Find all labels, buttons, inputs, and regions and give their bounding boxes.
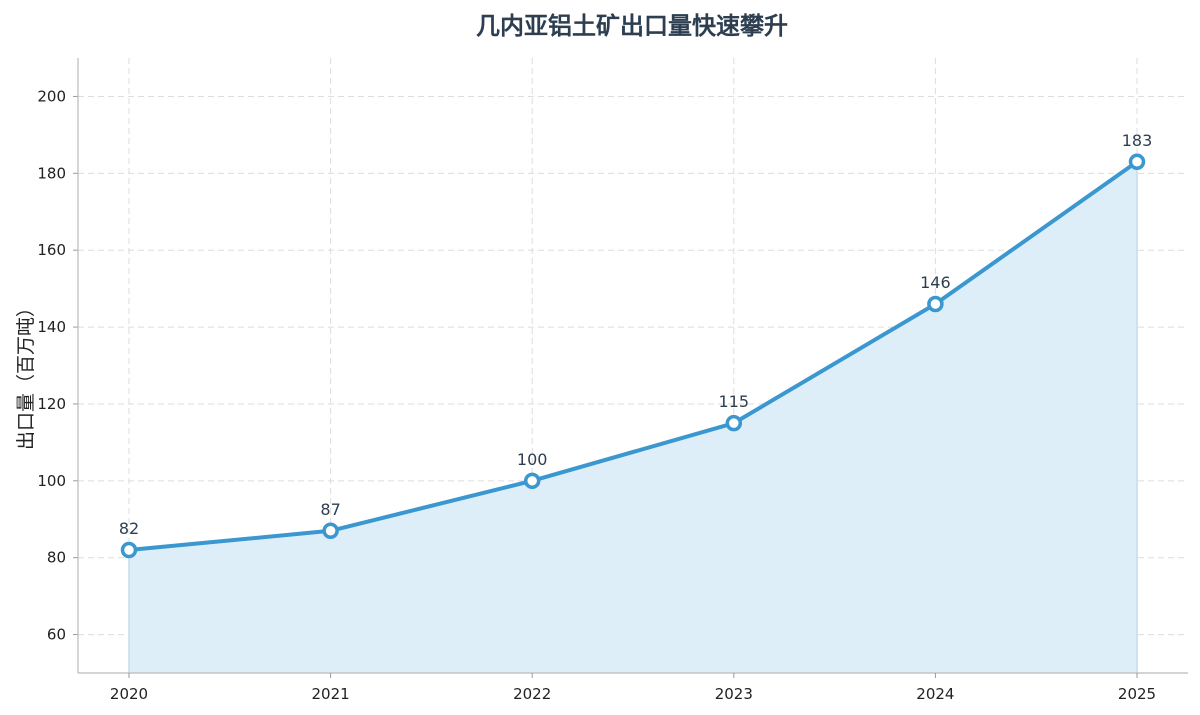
- series-area: [129, 161, 1137, 673]
- label-layer: 82 87 100 115 146 183: [119, 131, 1152, 538]
- area-layer: [128, 161, 1138, 673]
- data-label: 115: [719, 392, 750, 411]
- data-label: 183: [1122, 131, 1153, 150]
- axis-layer: 60 80 100 120 140 160 180 200 2020 2021 2022 2023 20…: [37, 58, 1188, 703]
- y-tick-label: 100: [37, 472, 66, 490]
- y-tick-label: 140: [37, 318, 66, 336]
- data-label: 146: [920, 273, 951, 292]
- data-point[interactable]: [322, 522, 339, 540]
- chart-title: 几内亚铝土矿出口量快速攀升: [476, 12, 788, 40]
- x-tick-label: 2024: [916, 685, 954, 703]
- y-tick-label: 120: [37, 395, 66, 413]
- data-point[interactable]: [523, 472, 541, 490]
- y-tick-label: 60: [47, 626, 66, 644]
- x-tick-label: 2025: [1118, 685, 1156, 703]
- y-tick-label: 160: [37, 241, 66, 259]
- point-layer: [120, 153, 1146, 559]
- y-tick-label: 80: [47, 549, 66, 567]
- data-point[interactable]: [927, 295, 944, 313]
- y-tick-label: 200: [37, 87, 66, 105]
- data-point[interactable]: [725, 414, 743, 432]
- data-point[interactable]: [1128, 153, 1146, 171]
- data-label: 100: [517, 450, 548, 469]
- x-tick-label: 2020: [110, 685, 148, 703]
- line-layer: [127, 159, 1139, 552]
- data-label: 82: [119, 519, 139, 538]
- x-tick-label: 2023: [715, 685, 753, 703]
- data-label: 87: [320, 500, 340, 519]
- y-tick-label: 180: [37, 164, 66, 182]
- y-axis-label: 出口量（百万吨）: [15, 298, 37, 450]
- data-point[interactable]: [120, 541, 138, 559]
- series-line: [127, 159, 1139, 552]
- x-tick-label: 2021: [312, 685, 350, 703]
- x-tick-label: 2022: [513, 685, 551, 703]
